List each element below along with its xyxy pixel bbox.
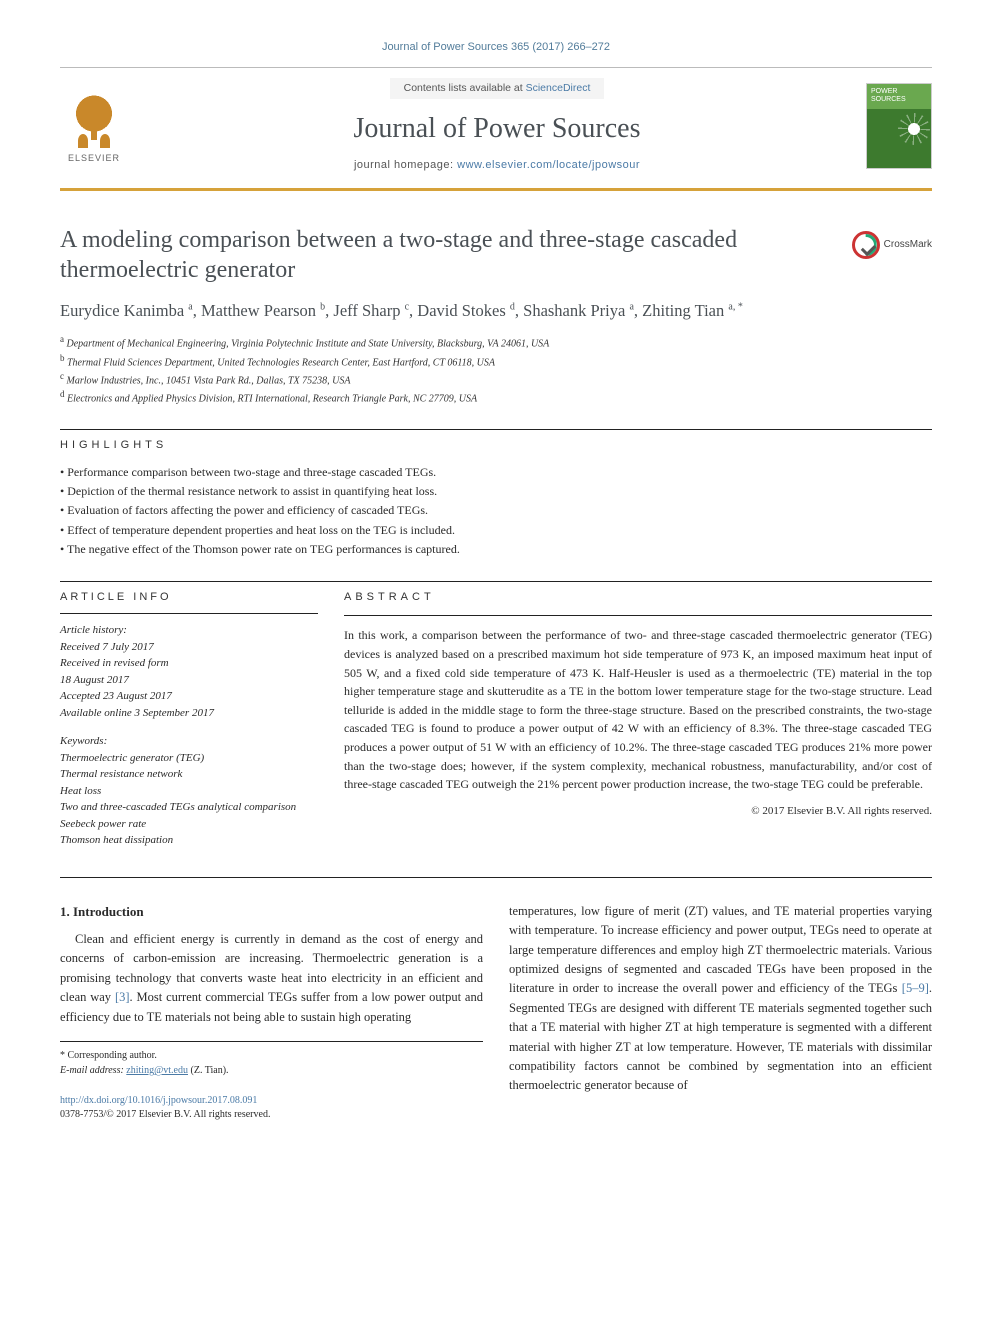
sciencedirect-link[interactable]: ScienceDirect (526, 82, 591, 94)
header-citation: Journal of Power Sources 365 (2017) 266–… (60, 40, 932, 55)
issn-copyright-line: 0378-7753/© 2017 Elsevier B.V. All right… (60, 1109, 270, 1120)
homepage-prefix: journal homepage: (354, 159, 457, 171)
keyword-line: Two and three-cascaded TEGs analytical c… (60, 799, 318, 816)
cover-sun-icon (903, 118, 925, 140)
section-divider (60, 429, 932, 430)
elsevier-logo: ELSEVIER (60, 87, 128, 165)
elsevier-tree-icon (66, 94, 122, 150)
highlight-item: Evaluation of factors affecting the powe… (60, 501, 932, 520)
highlights-label: HIGHLIGHTS (60, 438, 932, 453)
doi-block: http://dx.doi.org/10.1016/j.jpowsour.201… (60, 1094, 483, 1122)
crossmark-label: CrossMark (884, 238, 932, 252)
corr-author-label: * Corresponding author. (60, 1048, 483, 1063)
contents-available-line: Contents lists available at ScienceDirec… (390, 78, 605, 99)
keyword-line: Thermal resistance network (60, 766, 318, 783)
section-divider (60, 613, 318, 614)
contents-prefix: Contents lists available at (404, 82, 526, 94)
affiliation-line: b Thermal Fluid Sciences Department, Uni… (60, 352, 932, 370)
authors-line: Eurydice Kanimba a, Matthew Pearson b, J… (60, 299, 932, 324)
ref-link[interactable]: [3] (115, 990, 130, 1004)
crossmark-widget[interactable]: CrossMark (852, 231, 932, 259)
article-history-header: Article history: (60, 622, 318, 639)
history-line: 18 August 2017 (60, 672, 318, 689)
history-line: Accepted 23 August 2017 (60, 688, 318, 705)
highlights-list: Performance comparison between two-stage… (60, 463, 932, 559)
keyword-line: Thomson heat dissipation (60, 832, 318, 849)
homepage-link[interactable]: www.elsevier.com/locate/jpowsour (457, 159, 640, 171)
homepage-line: journal homepage: www.elsevier.com/locat… (142, 158, 852, 173)
affiliation-line: c Marlow Industries, Inc., 10451 Vista P… (60, 370, 932, 388)
body-two-column: 1. Introduction Clean and efficient ener… (60, 902, 932, 1122)
intro-paragraph-col2: temperatures, low figure of merit (ZT) v… (509, 902, 932, 1096)
crossmark-icon (852, 231, 880, 259)
affiliation-line: d Electronics and Applied Physics Divisi… (60, 388, 932, 406)
keyword-line: Seebeck power rate (60, 816, 318, 833)
corr-email-link[interactable]: zhiting@vt.edu (126, 1065, 188, 1076)
email-label: E-mail address: (60, 1065, 124, 1076)
keyword-line: Thermoelectric generator (TEG) (60, 750, 318, 767)
abstract-label: ABSTRACT (344, 590, 932, 605)
highlight-item: Depiction of the thermal resistance netw… (60, 482, 932, 501)
cover-label: POWER SOURCES (867, 84, 931, 107)
abstract-text: In this work, a comparison between the p… (344, 626, 932, 793)
corresponding-footnote: * Corresponding author. E-mail address: … (60, 1041, 483, 1078)
intro-heading: 1. Introduction (60, 902, 483, 922)
abstract-copyright: © 2017 Elsevier B.V. All rights reserved… (344, 804, 932, 819)
highlight-item: Performance comparison between two-stage… (60, 463, 932, 482)
keywords-header: Keywords: (60, 733, 318, 750)
journal-cover-thumb: POWER SOURCES (866, 83, 932, 169)
ref-link[interactable]: [5–9] (902, 981, 929, 995)
section-divider (60, 877, 932, 878)
masthead: ELSEVIER Contents lists available at Sci… (60, 67, 932, 190)
affiliations-block: a Department of Mechanical Engineering, … (60, 333, 932, 406)
email-attribution: (Z. Tian). (191, 1065, 229, 1076)
history-line: Received 7 July 2017 (60, 639, 318, 656)
affiliation-line: a Department of Mechanical Engineering, … (60, 333, 932, 351)
history-line: Received in revised form (60, 655, 318, 672)
article-info-label: ARTICLE INFO (60, 590, 318, 605)
section-divider (344, 615, 932, 616)
intro-paragraph-col1: Clean and efficient energy is currently … (60, 930, 483, 1027)
article-info-block: Article history: Received 7 July 2017Rec… (60, 622, 318, 849)
section-divider (60, 581, 932, 582)
article-title: A modeling comparison between a two-stag… (60, 225, 836, 285)
history-line: Available online 3 September 2017 (60, 705, 318, 722)
publisher-name: ELSEVIER (68, 152, 120, 165)
highlight-item: Effect of temperature dependent properti… (60, 521, 932, 540)
doi-link[interactable]: http://dx.doi.org/10.1016/j.jpowsour.201… (60, 1095, 257, 1106)
keyword-line: Heat loss (60, 783, 318, 800)
highlight-item: The negative effect of the Thomson power… (60, 540, 932, 559)
journal-name: Journal of Power Sources (142, 109, 852, 148)
